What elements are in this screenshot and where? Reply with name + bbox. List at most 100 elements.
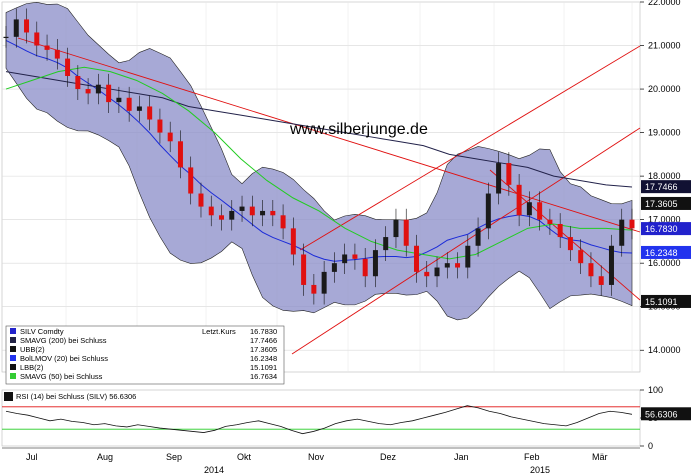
y-tick-label: 16.0000 [648,258,681,268]
price-tag: 17.7466 [641,180,691,194]
price-tag-label: 15.1091 [645,297,678,307]
candles [3,8,635,305]
candle-body [116,97,122,103]
candle-body [342,254,348,264]
legend-swatch [10,364,16,370]
price-tag-label: 17.7466 [645,182,678,192]
price-tag-bg [641,294,691,308]
y-tick-label: 19.0000 [648,128,681,138]
legend-box [5,325,285,385]
price-tag: 17.3605 [641,196,691,210]
rsi-value-tag-bg [641,407,691,421]
trendlines [17,37,641,355]
x-year-label: 2014 [204,465,224,475]
candle-body [44,45,50,50]
candle-body [229,210,235,220]
candle-body [506,163,512,185]
candle-body [157,119,163,133]
legend-swatch [10,346,16,352]
candle-body [95,84,101,94]
legend-name: SMAVG (200) bei Schluss [20,336,107,345]
candle-body [321,271,327,294]
candle-body [567,237,573,251]
candle-body [547,219,553,224]
y-tick-label: 21.0000 [648,41,681,51]
legend-last-price-label: Letzt.Kurs [202,327,236,336]
candle-body [3,36,9,39]
candle-body [311,284,317,294]
candle-body [167,132,173,142]
candle-body [270,210,276,216]
x-tick-label: Nov [308,452,325,462]
legend-name: SMAVG (50) bei Schluss [20,372,103,381]
candle-body [249,206,255,216]
candle-body [85,89,91,94]
candle-body [208,206,214,216]
price-tag-label: 17.3605 [645,199,678,209]
x-year-label: 2015 [530,465,550,475]
candle-body [516,184,522,216]
legend-name: SILV Comdty [20,327,64,336]
rsi-label: RSI (14) bei Schluss (SILV) 56.6306 [16,392,136,401]
candle-body [383,237,389,251]
price-tag: 15.1091 [641,294,691,308]
candle-body [136,106,142,111]
candle-body [526,202,532,216]
y-tick-label: 17.0000 [648,215,681,225]
candle-body [372,250,378,277]
rsi-line [5,405,633,435]
legend: SILV Comdty 16.7830 SMAVG (200) bei Schlus… [5,325,285,385]
rsi-value-tag: 56.6306 [645,409,678,419]
legend-value: 15.1091 [250,363,277,372]
price-tag-bg [641,245,691,259]
candle-body [537,202,543,220]
candle-body [434,267,440,277]
candle-body [106,84,112,103]
price-tag: 16.2348 [641,245,691,259]
watermark: www.silberjunge.de [289,121,428,138]
x-tick-label: Jan [454,452,469,462]
candle-body [219,215,225,220]
candle-body [331,263,337,272]
candle-body [24,19,30,33]
candle-body [54,49,60,59]
candle-body [126,97,132,111]
x-tick-label: Jul [26,452,38,462]
candle-body [629,219,635,229]
price-tag: 16.7830 [641,222,691,236]
y-tick-label: 22.0000 [648,0,681,7]
price-tag-label: 16.7830 [645,224,678,234]
candle-body [424,271,430,277]
candle-body [455,263,461,268]
candle-body [403,219,409,246]
rsi-frame [1,389,641,447]
candle-body [393,219,399,238]
y-tick-label: 18.0000 [648,171,681,181]
legend-name: UBB(2) [20,345,45,354]
x-tick-label: Aug [97,452,113,462]
candle-body [290,228,296,255]
candle-body [147,106,153,120]
candle-body [496,163,502,194]
trendline [299,45,641,251]
legend-swatch [10,373,16,379]
price-tag-bg [641,196,691,210]
x-tick-label: Mär [592,452,608,462]
legend-swatch [10,355,16,361]
candle-body [239,206,245,211]
candle-body [362,258,368,277]
x-tick-label: Dez [380,452,397,462]
candle-body [352,254,358,259]
legend-name: BolLMOV (20) bei Schluss [20,354,108,363]
rsi-panel: 100500RSI (14) bei Schluss (SILV) 56.630… [1,385,691,451]
candle-body [177,141,183,168]
legend-value: 16.7634 [250,372,277,381]
candle-body [444,263,450,268]
candle-body [188,167,194,194]
rsi-legend-swatch [4,392,13,401]
candle-body [65,58,71,76]
rsi-tick-label: 0 [648,441,653,451]
x-axis: Jul Aug Sep Okt Nov Dez Jan Feb Mär 2014 2015 [2,447,640,475]
